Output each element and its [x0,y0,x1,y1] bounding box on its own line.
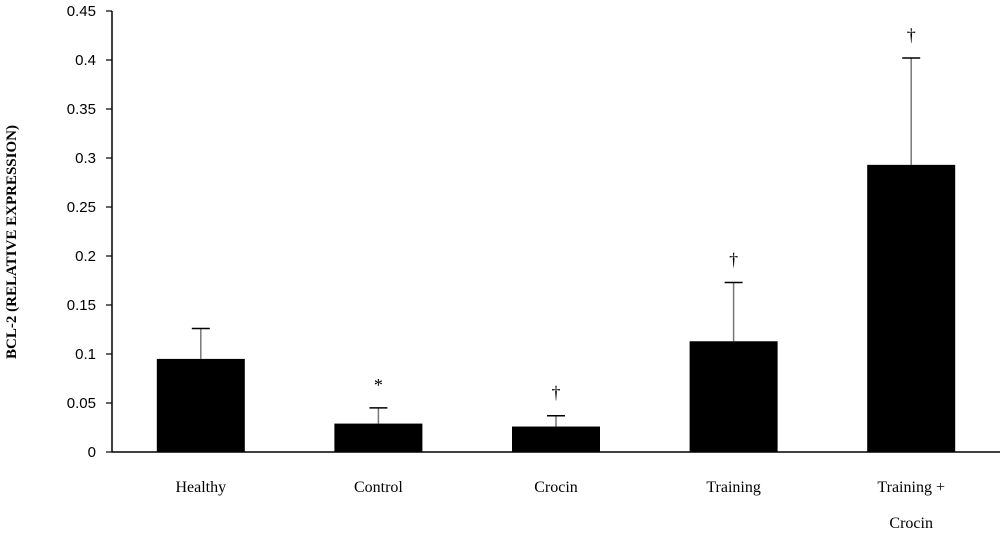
bars [156,164,956,453]
error-bars [191,57,921,427]
significance-marker: † [907,25,916,45]
y-tick-label: 0.25 [67,199,96,216]
y-axis-label: BCL-2 (RELATIVE EXPRESSION) [4,125,20,359]
category-label: Training + [877,479,945,496]
y-tick-label: 0 [88,444,96,461]
category-label: Training [706,479,761,496]
bar [156,358,245,452]
bar [334,423,423,452]
category-label: Control [354,479,403,496]
y-tick-label: 0.4 [75,52,96,69]
category-label: Healthy [175,479,226,496]
significance-marker: † [552,383,561,403]
significance-annotations: * † † † [374,25,916,403]
category-label: Crocin [534,479,578,496]
y-tick-label: 0.3 [75,150,96,167]
y-tick-label: 0.35 [67,101,96,118]
bar [689,341,778,452]
y-tick-label: 0.15 [67,297,96,314]
significance-marker: † [729,249,738,269]
y-tick-label: 0.2 [75,248,96,265]
y-axis-ticks: 0 0.05 0.1 0.15 0.2 0.25 0.3 0.35 0.4 0.45 [67,3,112,461]
x-axis-categories: Healthy Control Crocin Training Training + Cr… [175,479,945,532]
significance-marker: * [374,375,383,395]
category-label: Crocin [889,515,933,532]
y-tick-label: 0.05 [67,395,96,412]
y-tick-label: 0.45 [67,3,96,20]
bar [867,164,956,453]
bar [512,426,600,452]
y-tick-label: 0.1 [75,346,96,363]
